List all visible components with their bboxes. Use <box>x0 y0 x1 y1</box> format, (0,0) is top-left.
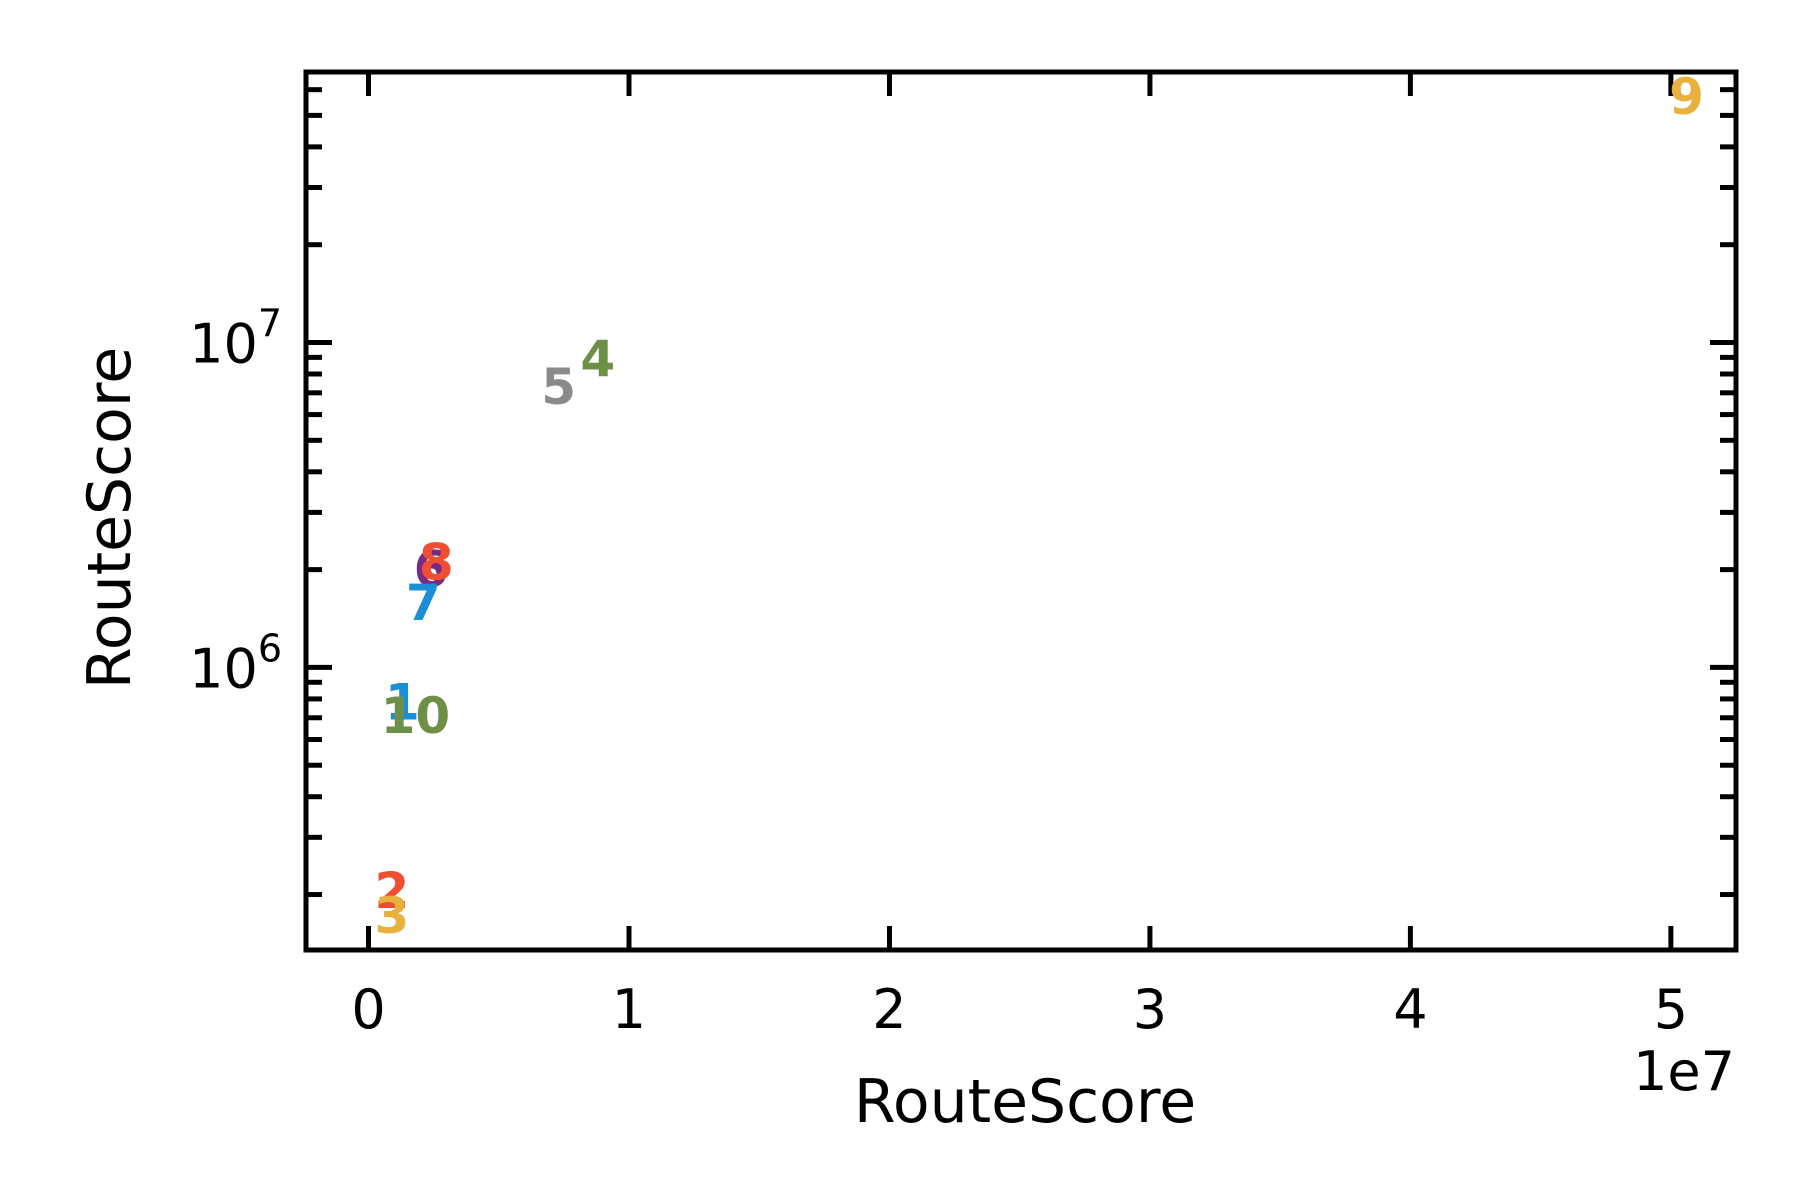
axis-ticks <box>306 72 1736 950</box>
point-label-6: 6 <box>414 541 449 599</box>
y-tick-label: 107 <box>189 302 282 376</box>
x-tick-label: 3 <box>1133 978 1167 1041</box>
x-axis-label: RouteScore <box>854 1067 1196 1137</box>
x-tick-label: 0 <box>351 978 385 1041</box>
point-label-2: 2 <box>375 862 410 920</box>
plot-frame <box>303 69 1739 953</box>
point-label-4: 4 <box>580 330 615 388</box>
data-points: 1 23 45 678 9 10 <box>375 68 1704 945</box>
point-label-1: 1 <box>385 673 420 731</box>
point-label-3: 3 <box>375 887 410 945</box>
x-tick-label: 5 <box>1654 978 1688 1041</box>
y-axis-label: RouteScore <box>75 347 145 689</box>
x-offset-label: 1e7 <box>1633 1040 1735 1103</box>
x-tick-label: 1 <box>612 978 646 1041</box>
y-tick-label: 106 <box>189 626 282 700</box>
point-label-8: 8 <box>419 534 454 592</box>
point-label-5: 5 <box>541 358 576 416</box>
x-tick-label: 4 <box>1393 978 1427 1041</box>
point-label-7: 7 <box>406 574 441 632</box>
point-label-9: 9 <box>1669 68 1704 126</box>
x-tick-label: 2 <box>872 978 906 1041</box>
point-label-10: 10 <box>381 687 451 745</box>
